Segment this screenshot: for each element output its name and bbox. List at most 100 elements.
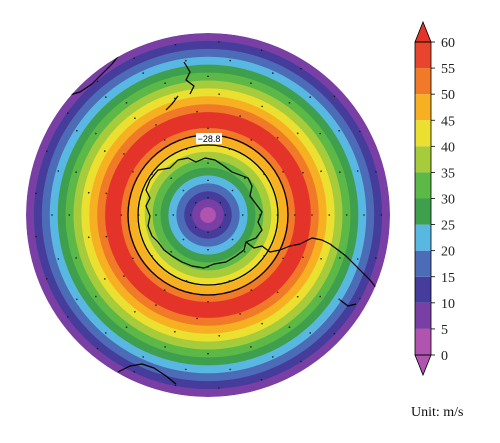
grid-dot	[320, 170, 322, 172]
grid-dot	[293, 214, 296, 216]
grid-dot	[105, 96, 107, 98]
grid-dot	[244, 251, 246, 253]
grid-dot	[96, 347, 99, 350]
grid-dot	[282, 257, 284, 260]
grid-dot	[75, 257, 77, 259]
grid-dot	[196, 317, 198, 320]
grid-dot	[309, 96, 312, 98]
grid-dot	[87, 191, 90, 194]
grid-dot	[261, 105, 263, 108]
grid-dot	[311, 214, 313, 216]
colorbar-tick-label: 0	[441, 349, 448, 364]
grid-dot	[207, 127, 209, 130]
grid-dot	[339, 257, 341, 259]
grid-dot	[194, 201, 197, 204]
grid-dot	[134, 311, 136, 313]
antarctica-coastline	[145, 157, 263, 269]
grid-dot	[105, 332, 107, 334]
grid-dot	[218, 93, 220, 95]
grid-dot	[319, 132, 322, 135]
colorbar-band-6	[415, 172, 431, 199]
contour-line-inner	[137, 144, 279, 286]
grid-dot	[328, 214, 331, 216]
grid-dot	[380, 214, 383, 216]
grid-dot	[239, 115, 241, 117]
colorbar-tick-label: 10	[441, 297, 455, 312]
grid-dot	[260, 379, 263, 381]
grid-dot	[142, 72, 144, 74]
contour-label-box: −28.8	[196, 133, 222, 144]
grid-dot	[76, 129, 78, 132]
colorbar-extend-max	[414, 20, 432, 43]
grid-dot	[288, 326, 291, 329]
grid-dot	[170, 251, 172, 253]
grid-dot	[133, 57, 135, 59]
grid-dot	[272, 356, 274, 358]
grid-dot	[207, 300, 209, 303]
grid-dot	[51, 214, 53, 216]
grid-dot	[345, 214, 348, 216]
grid-dot	[35, 235, 37, 238]
grid-dot	[105, 235, 108, 238]
grid-dot	[174, 97, 176, 100]
grid-dot	[155, 304, 157, 306]
grid-dot	[296, 132, 299, 135]
grid-dot	[95, 132, 97, 135]
grid-dot	[338, 129, 341, 132]
grid-dot	[207, 248, 209, 251]
grid-dot	[260, 49, 263, 51]
grid-dot	[207, 352, 209, 355]
colorbar-band-11	[415, 42, 431, 69]
grid-dot	[174, 43, 177, 46]
grid-dot	[174, 330, 176, 333]
colorbar-extend-min	[414, 354, 432, 377]
grid-dot	[261, 322, 263, 325]
grid-dot	[95, 295, 97, 298]
grid-dot	[320, 258, 322, 260]
colorbar-tick-label: 5	[441, 323, 448, 338]
grid-dot	[123, 153, 125, 155]
colorbar-band-8	[415, 120, 431, 147]
grid-dot	[359, 297, 361, 300]
colorbar-band-5	[415, 198, 431, 225]
grid-dot	[356, 170, 359, 172]
grid-dot	[207, 196, 209, 199]
colorbar-band-2	[415, 276, 431, 303]
grid-dot	[67, 112, 69, 114]
grid-dot	[224, 214, 227, 216]
colorbar-tick-label: 55	[441, 62, 455, 77]
grid-dot	[219, 201, 222, 204]
grid-dot	[35, 192, 37, 195]
grid-dot	[134, 117, 136, 119]
grid-dot	[375, 257, 377, 259]
grid-dot	[276, 136, 279, 139]
africa-coastline	[117, 363, 177, 385]
grid-dot	[123, 275, 125, 277]
grid-dot	[120, 214, 123, 216]
grid-dot	[276, 291, 279, 294]
colorbar-band-9	[415, 94, 431, 121]
grid-dot	[155, 124, 157, 126]
grid-dot	[375, 171, 377, 173]
new-zealand-coastline	[165, 61, 195, 111]
colorbar-tick-label: 25	[441, 219, 455, 234]
grid-dot	[288, 102, 291, 104]
grid-dot	[250, 346, 252, 348]
colorbar-tick-label: 15	[441, 271, 455, 286]
grid-dot	[319, 295, 322, 298]
grid-dot	[96, 80, 99, 83]
grid-dot	[339, 171, 341, 173]
grid-dot	[250, 139, 253, 141]
south-georgia-coastline	[339, 299, 357, 307]
grid-dot	[142, 356, 144, 358]
grid-dot	[207, 75, 209, 78]
colorbar-band-1	[415, 302, 431, 329]
grid-dot	[356, 258, 359, 260]
grid-dot	[170, 177, 172, 179]
grid-dot	[164, 346, 166, 348]
colorbar-tick-label: 60	[441, 36, 455, 51]
contour-label: −28.8	[198, 134, 221, 144]
grid-dot	[182, 189, 185, 192]
grid-dot	[207, 162, 209, 164]
colorbar-tick-label: 30	[441, 193, 455, 208]
